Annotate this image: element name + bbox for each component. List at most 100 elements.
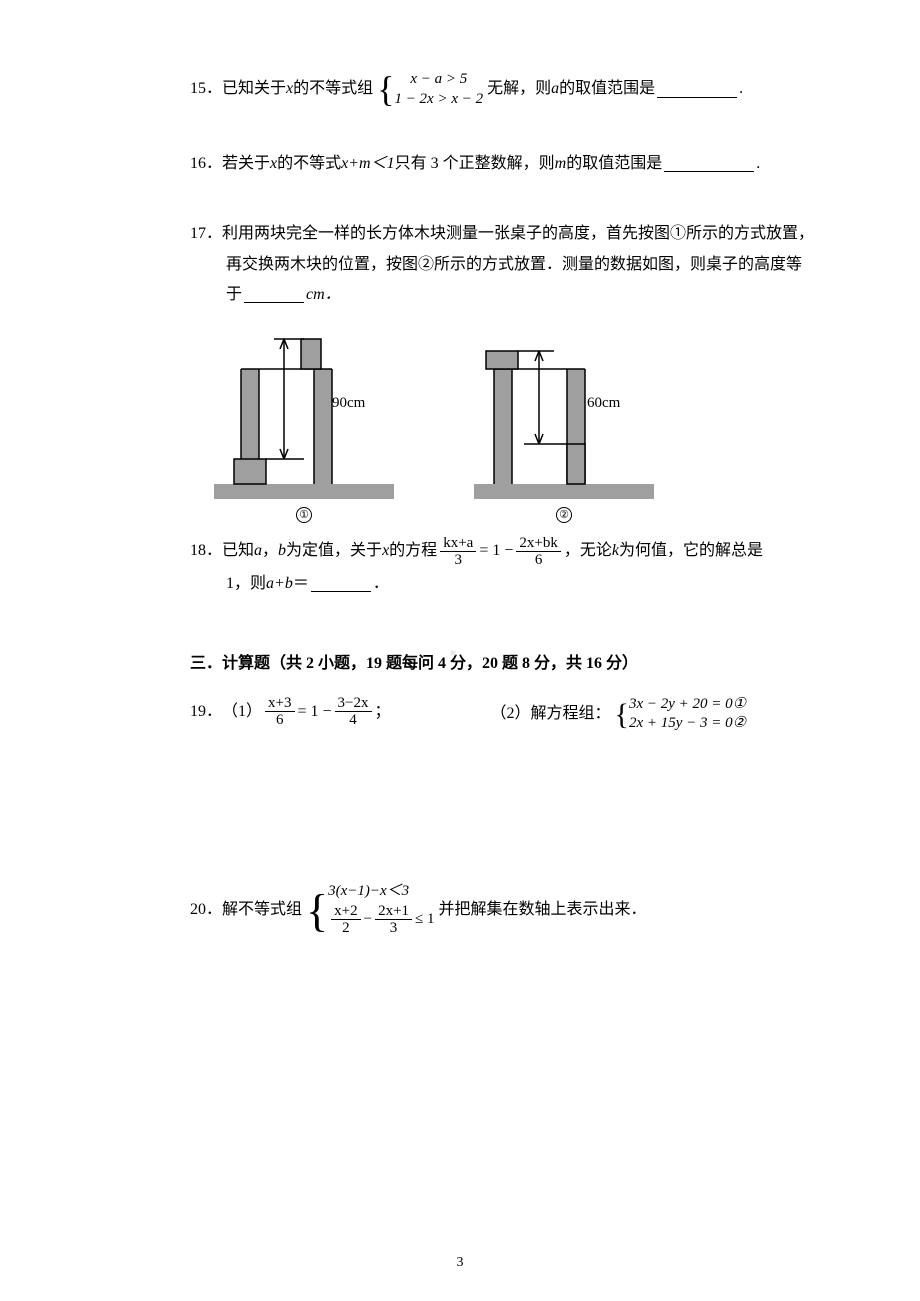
q18-pre: 已知 [222, 536, 254, 566]
dim-60: 60cm [587, 389, 620, 418]
q17-diagrams: 90cm ① 60cm ② [214, 329, 820, 499]
q15-pre: 已知关于 [222, 74, 286, 104]
q15-post1: 无解，则 [487, 74, 551, 104]
q20-rows: 3(x−1)−x＜3 x+2 2 − 2x+1 3 ≤ 1 [328, 884, 434, 937]
section-3-title: 三．计算题（共 2 小题，19 题每问 4 分，20 题 8 分，共 16 分） [190, 649, 820, 673]
label-1: ① [296, 507, 312, 523]
label-2: ② [556, 507, 572, 523]
q15-mid1: 的不等式组 [293, 74, 373, 104]
q15-r2: 1 − 2x > x − 2 [394, 90, 483, 110]
q19-p2-label: （2）解方程组： [491, 699, 611, 729]
q15-x: x [286, 74, 293, 104]
q20-r2end: ≤ 1 [415, 912, 434, 927]
q15-rows: x − a > 5 1 − 2x > x − 2 [394, 70, 483, 109]
q18-l2pre: 1，则 [226, 569, 266, 599]
q16-m: m [555, 149, 567, 179]
q18-frac1: kx+a 3 [440, 535, 476, 569]
q20-fb: 2x+1 3 [375, 903, 412, 937]
q15-num: 15． [190, 74, 222, 104]
q18-b: b [278, 536, 286, 566]
q18-c1: ， [262, 536, 278, 566]
problem-18: 18． 已知 a ， b 为定值，关于 x 的方程 kx+a 3 = 1 − 2… [190, 535, 820, 599]
q18-ab: a+b [266, 569, 293, 599]
q17-unit: cm． [306, 280, 341, 310]
problem-16-text: 16． 若关于 x 的不等式 x+m＜1 只有 3 个正整数解，则 m 的取值范… [190, 149, 820, 179]
q19-row: 19． （1） x+3 6 = 1 − 3−2x 4 ； （2）解方程组： { … [190, 695, 820, 734]
problem-19: 19． （1） x+3 6 = 1 − 3−2x 4 ； （2）解方程组： { … [190, 695, 820, 734]
q18-x: x [382, 536, 389, 566]
q20-fad: 2 [339, 920, 353, 937]
problem-15: 15． 已知关于 x 的不等式组 { x − a > 5 1 − 2x > x … [190, 70, 820, 109]
problem-17: 17．利用两块完全一样的长方体木块测量一张桌子的高度，首先按图①所示的方式放置，… [190, 219, 820, 498]
diagram-1: 90cm ① [214, 329, 394, 499]
q19-f1d: 6 [273, 712, 287, 729]
brace-icon: { [377, 73, 394, 105]
q20-pre: 解不等式组 [222, 895, 302, 925]
q18-frac2: 2x+bk 6 [516, 535, 560, 569]
q15-post2: 的取值范围是 [559, 74, 655, 104]
problem-15-text: 15． 已知关于 x 的不等式组 { x − a > 5 1 − 2x > x … [190, 70, 820, 109]
blank-fill [244, 287, 304, 303]
q20-fbn: 2x+1 [375, 903, 412, 921]
q19-p1-end: ； [375, 697, 391, 727]
q17-t1: 利用两块完全一样的长方体木块测量一张桌子的高度，首先按图①所示的方式放置， [222, 225, 814, 242]
q19-f1: x+3 6 [265, 695, 294, 729]
watermark: ■ [450, 648, 456, 659]
q19-part2: （2）解方程组： { 3x − 2y + 20 = 0① 2x + 15y − … [491, 695, 751, 734]
q16-num: 16． [190, 149, 222, 179]
q20-r1: 3(x−1)−x＜3 [328, 884, 434, 903]
q19-f2d: 4 [346, 712, 360, 729]
q18-f2d: 6 [532, 552, 546, 569]
q18-line2: 1，则 a+b ＝ ． [190, 569, 820, 599]
q15-system: { x − a > 5 1 − 2x > x − 2 [377, 70, 483, 109]
q17-line2: 再交换两木块的位置，按图②所示的方式放置．测量的数据如图，则桌子的高度等 [190, 250, 820, 280]
q17-l3pre: 于 [226, 280, 242, 310]
brace-icon: { [615, 701, 629, 728]
q19-num: 19． [190, 697, 222, 727]
q17-line3: 于 cm． [190, 280, 820, 310]
blank-fill [664, 156, 754, 172]
q16-post2: 的取值范围是 [566, 149, 662, 179]
q19-f2: 3−2x 4 [335, 695, 372, 729]
dim-90: 90cm [332, 389, 365, 418]
q18-f1d: 3 [452, 552, 466, 569]
q18-k: k [612, 536, 619, 566]
blank-fill [657, 82, 737, 98]
q16-pre: 若关于 [222, 149, 270, 179]
q20-fbd: 3 [387, 920, 401, 937]
q17-line1: 17．利用两块完全一样的长方体木块测量一张桌子的高度，首先按图①所示的方式放置， [190, 219, 820, 249]
q19-r2: 2x + 15y − 3 = 0② [629, 714, 746, 734]
q18-period: ． [373, 569, 389, 599]
q16-expr: x+m＜1 [341, 149, 394, 179]
q19-f1n: x+3 [265, 695, 294, 713]
diagram-2: 60cm ② [474, 329, 654, 499]
q18-eq: = 1 − [479, 536, 513, 566]
q16-mid: 的不等式 [277, 149, 341, 179]
problem-16: 16． 若关于 x 的不等式 x+m＜1 只有 3 个正整数解，则 m 的取值范… [190, 149, 820, 179]
q19-rows: 3x − 2y + 20 = 0① 2x + 15y − 3 = 0② [629, 695, 746, 734]
diagram-2-svg [474, 329, 654, 499]
q19-part1: 19． （1） x+3 6 = 1 − 3−2x 4 ； [190, 695, 391, 729]
q18-l2post: ＝ [293, 569, 309, 599]
q19-p1-label: （1） [222, 697, 262, 727]
q18-mid2: 的方程 [389, 536, 437, 566]
q15-period: . [739, 74, 743, 104]
q18-post2: 为何值，它的解总是 [619, 536, 763, 566]
q18-line1: 18． 已知 a ， b 为定值，关于 x 的方程 kx+a 3 = 1 − 2… [190, 535, 820, 569]
blank-fill [311, 576, 371, 592]
q19-eq: = 1 − [298, 697, 332, 727]
q20-fa: x+2 2 [331, 903, 360, 937]
q20-minus: − [364, 912, 372, 927]
q16-post1: 只有 3 个正整数解，则 [395, 149, 555, 179]
q20-post: 并把解集在数轴上表示出来． [439, 895, 647, 925]
q20-fan: x+2 [331, 903, 360, 921]
problem-20: 20． 解不等式组 { 3(x−1)−x＜3 x+2 2 − 2x+1 3 ≤ … [190, 884, 820, 937]
q15-r1: x − a > 5 [394, 70, 483, 90]
q19-r1: 3x − 2y + 20 = 0① [629, 695, 746, 715]
q15-a: a [551, 74, 559, 104]
q20-text: 20． 解不等式组 { 3(x−1)−x＜3 x+2 2 − 2x+1 3 ≤ … [190, 884, 820, 937]
q18-num: 18． [190, 536, 222, 566]
diagram-1-svg [214, 329, 394, 499]
q18-f1n: kx+a [440, 535, 476, 553]
q17-num: 17． [190, 225, 222, 242]
